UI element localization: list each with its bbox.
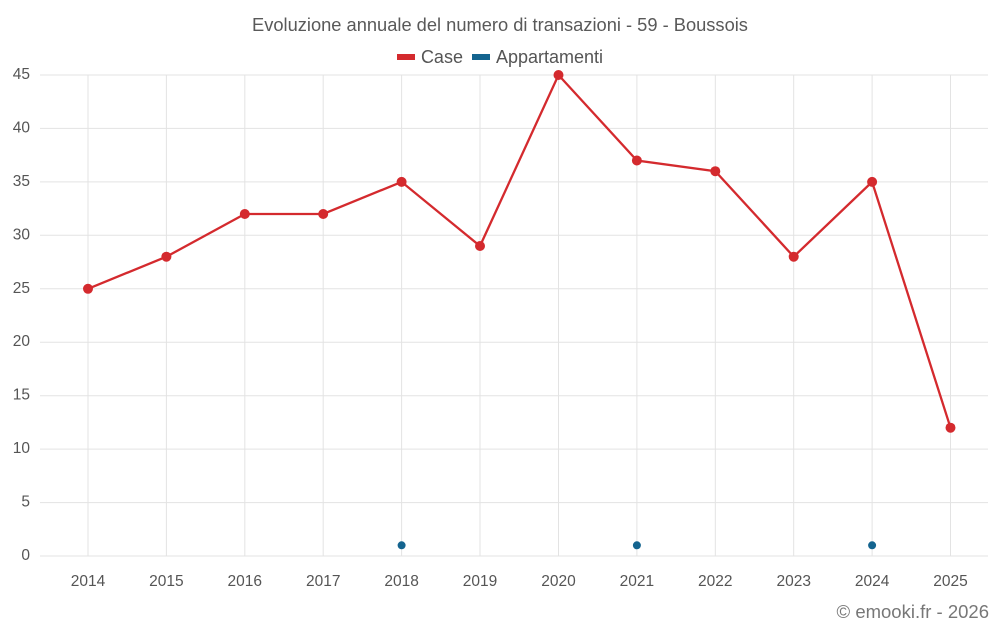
svg-text:10: 10	[13, 440, 31, 457]
svg-text:2020: 2020	[541, 573, 576, 590]
svg-text:2014: 2014	[71, 573, 106, 590]
svg-text:35: 35	[13, 173, 30, 190]
svg-text:2023: 2023	[776, 573, 810, 590]
svg-text:2024: 2024	[855, 573, 890, 590]
svg-text:2016: 2016	[228, 573, 262, 590]
svg-text:40: 40	[13, 119, 31, 136]
svg-text:45: 45	[13, 66, 30, 83]
svg-text:2019: 2019	[463, 573, 497, 590]
svg-text:2025: 2025	[933, 573, 967, 590]
svg-text:2022: 2022	[698, 573, 732, 590]
svg-text:30: 30	[13, 226, 31, 243]
svg-text:2017: 2017	[306, 573, 340, 590]
svg-text:0: 0	[21, 547, 30, 564]
svg-text:2015: 2015	[149, 573, 183, 590]
svg-text:2021: 2021	[620, 573, 654, 590]
svg-text:15: 15	[13, 387, 30, 404]
svg-text:20: 20	[13, 333, 31, 350]
svg-text:25: 25	[13, 280, 30, 297]
svg-text:5: 5	[21, 494, 30, 511]
svg-text:2018: 2018	[384, 573, 418, 590]
